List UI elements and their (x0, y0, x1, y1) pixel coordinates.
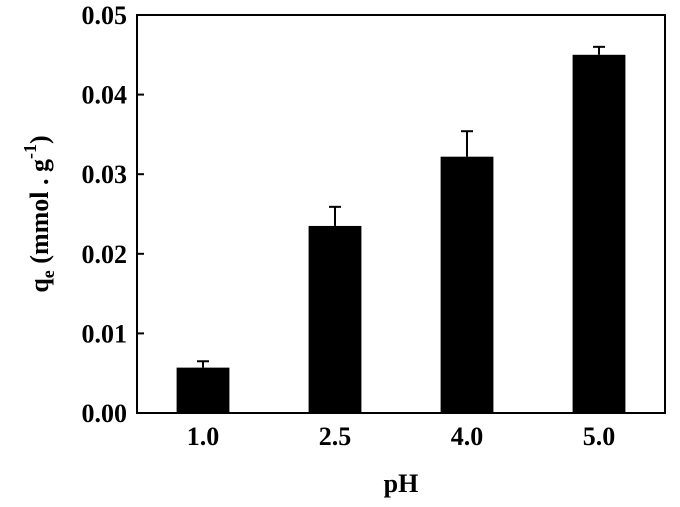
y-label-end: ) (25, 135, 54, 144)
y-label-sup: -1 (20, 144, 40, 159)
bar (440, 156, 494, 414)
bar (308, 225, 362, 413)
plot-frame (136, 14, 666, 414)
y-tick-label: 0.01 (82, 319, 128, 348)
bar (176, 367, 230, 413)
y-label-main: q (25, 278, 54, 293)
error-bar (461, 130, 473, 157)
x-axis-label: pH (384, 469, 419, 498)
x-tick-label: 2.5 (319, 422, 352, 451)
y-label-sub: e (38, 270, 58, 278)
y-axis-label: qe (mmol . g-1) (20, 135, 58, 292)
x-tick-label: 5.0 (583, 422, 616, 451)
x-tick-label: 1.0 (187, 422, 220, 451)
y-tick-label: 0.04 (82, 81, 128, 110)
x-tick-label: 4.0 (451, 422, 484, 451)
error-bar (593, 45, 605, 55)
error-bar (197, 360, 209, 368)
error-bar (329, 205, 341, 226)
y-tick-label: 0.05 (82, 1, 128, 30)
bar (572, 54, 626, 414)
y-tick-label: 0.03 (82, 160, 128, 189)
y-tick-label: 0.00 (82, 399, 128, 428)
y-tick-label: 0.02 (82, 240, 128, 269)
y-label-rest: (mmol . g (25, 159, 54, 270)
